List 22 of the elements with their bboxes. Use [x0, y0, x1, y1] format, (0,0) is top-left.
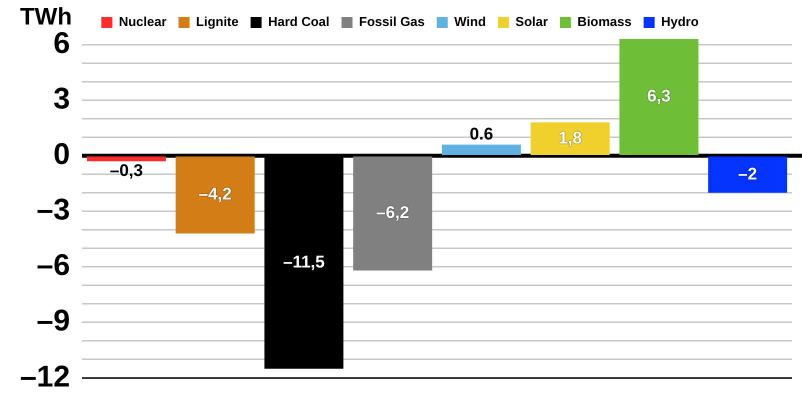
y-tick-label: –6: [36, 249, 70, 282]
data-label: –6,2: [376, 203, 410, 222]
legend-label: Nuclear: [118, 14, 167, 30]
data-label: –0,3: [110, 160, 143, 180]
y-tick-label: –9: [36, 304, 70, 338]
legend-label: Wind: [454, 14, 486, 30]
legend-label: Biomass: [577, 14, 632, 30]
legend-label: Fossil Gas: [359, 14, 425, 30]
legend-label: Lignite: [196, 14, 239, 30]
data-label: –4,2: [198, 184, 232, 204]
data-label: 0.6: [470, 124, 494, 144]
legend-label: Hard Coal: [268, 14, 330, 30]
data-label: 6,3: [647, 86, 671, 106]
data-label: –2: [738, 164, 758, 184]
data-label: 1,8: [558, 128, 582, 148]
y-tick-label: 0: [53, 138, 70, 171]
data-label: –11,5: [283, 252, 325, 272]
legend-label: Hydro: [661, 14, 699, 30]
legend-label: Solar: [515, 14, 548, 30]
y-tick-label: 3: [53, 82, 70, 116]
y-tick-label: –3: [36, 194, 70, 227]
y-tick-label: –12: [20, 360, 70, 394]
